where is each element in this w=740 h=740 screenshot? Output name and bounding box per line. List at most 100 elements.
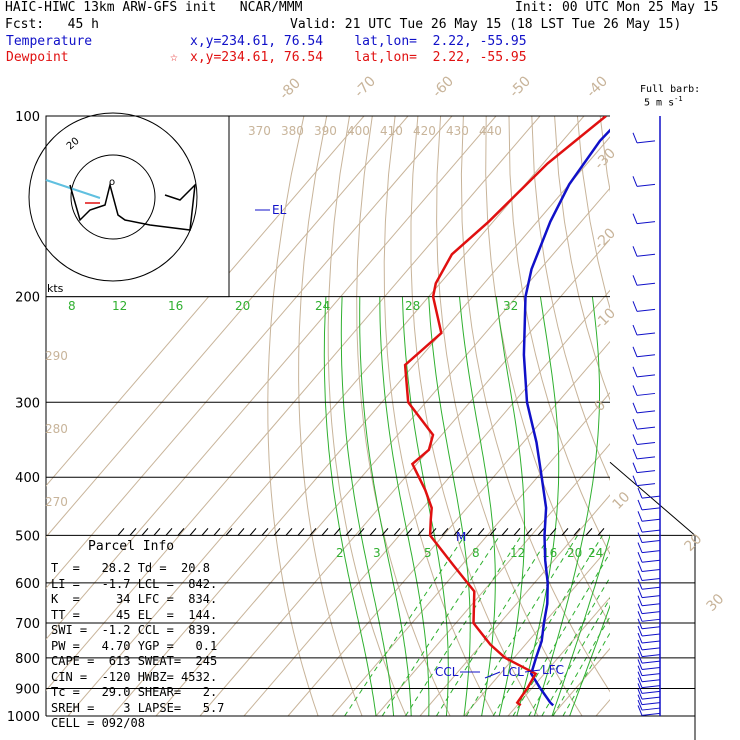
- dry-adiabat-line: [436, 116, 583, 716]
- wind-barb-flag: [637, 625, 643, 637]
- wind-barb: [636, 426, 656, 430]
- wind-barbs: [632, 116, 661, 716]
- mixing-ratio-label: 5: [424, 546, 432, 560]
- isotherm-line: [46, 116, 365, 487]
- parcel-info-row: K = 34 LFC = 834.: [51, 592, 218, 606]
- pressure-label: 900: [15, 683, 40, 698]
- theta-label: 390: [314, 124, 337, 138]
- wind-barb-flag: [637, 561, 643, 572]
- wind-barb-flag: [632, 475, 638, 486]
- mixing-ratio-label: 20: [567, 546, 582, 560]
- dewpoint-location: x,y=234.61, 76.54 lat,lon= 2.22, -55.95: [190, 50, 527, 65]
- hatch-mark: [549, 528, 557, 536]
- wind-barb-flag: [637, 639, 643, 651]
- isotherm-line: [507, 596, 610, 716]
- hodograph-trace-cyan: [45, 179, 101, 199]
- theta-label: 370: [248, 124, 271, 138]
- annotation-lfc: LFC: [542, 663, 564, 677]
- dry-adiabat-line: [508, 116, 610, 556]
- wind-barb-flag: [637, 603, 643, 614]
- dry-adiabat-line: [356, 116, 451, 716]
- hatch-mark: [585, 528, 593, 536]
- parcel-info-row: CAPE = 613 SWEAT= 245: [51, 654, 218, 668]
- dry-adiabat-line: [599, 116, 610, 193]
- parcel-info-row: Tc = 29.0 SHEAR= 2.: [51, 685, 218, 699]
- wind-barb: [636, 392, 656, 396]
- dry-adiabat-line: [298, 116, 363, 716]
- wind-barb-flag: [632, 132, 638, 144]
- mixing-ratio-label: 12: [112, 299, 127, 313]
- wind-barb-flag: [637, 683, 643, 694]
- header-model: HAIC-HIWC 13km ARW-GFS init NCAR/MMM: [5, 0, 303, 15]
- wind-barb: [636, 456, 656, 460]
- hatch-mark: [165, 528, 173, 536]
- hodograph-trace: [69, 182, 196, 231]
- wind-barb: [636, 282, 656, 286]
- isotherm-label: 0: [592, 397, 610, 415]
- hatch-mark: [153, 528, 161, 536]
- header-init: Init: 00 UTC Mon 25 May 15: [515, 0, 719, 15]
- dry-adiabat-line: [460, 116, 610, 693]
- header-fcst: Fcst: 45 h: [5, 17, 99, 32]
- annotations: EL M CCL LCL LFC: [255, 203, 564, 679]
- wind-barb: [641, 640, 661, 644]
- hatch-mark: [597, 528, 605, 536]
- mixing-ratio-line: [405, 535, 522, 716]
- barb-key-title: Full barb:: [640, 84, 701, 95]
- theta-label-left: 270: [45, 495, 68, 509]
- parcel-info-row: CIN = -120 HWBZ= 4532.: [51, 669, 218, 684]
- mixing-ratio-label: 20: [235, 299, 250, 313]
- dry-adiabat-line: [554, 116, 610, 402]
- isotherm-line: [155, 187, 610, 716]
- dewpoint-profile: [403, 116, 607, 707]
- moist-adiabat-line: [323, 296, 377, 716]
- isotherm-line: [640, 116, 740, 716]
- wind-barb-flag: [632, 385, 638, 396]
- wind-barb-flag: [637, 699, 643, 711]
- wind-barb-flag: [637, 618, 643, 629]
- theta-label: 400: [347, 124, 370, 138]
- hodograph-ring-inner: [70, 154, 156, 240]
- moist-adiabat-line: [379, 296, 430, 716]
- mixing-ratio-lines: [344, 535, 610, 716]
- moist-adiabat-line: [569, 604, 610, 716]
- annotation-ccl: CCL: [435, 665, 459, 679]
- dry-adiabats: [267, 116, 610, 716]
- hatch-mark: [357, 528, 365, 536]
- moist-adiabat-line: [428, 296, 471, 716]
- annotation-lcl: LCL: [502, 665, 524, 679]
- mixing-ratio-line: [344, 535, 466, 716]
- wind-barb: [636, 183, 656, 187]
- hatch-mark: [501, 528, 509, 536]
- wind-barb: [641, 586, 661, 590]
- wind-barb-flag: [632, 301, 638, 312]
- hatch-mark: [369, 528, 377, 536]
- wind-barb-flag: [637, 552, 643, 563]
- hatch-mark: [225, 528, 233, 536]
- mixing-ratio-label: 3: [373, 546, 381, 560]
- wind-barb: [641, 712, 661, 716]
- wind-barb: [641, 673, 661, 677]
- theta-label-left: 290: [45, 349, 68, 363]
- wind-barb: [636, 332, 656, 336]
- parcel-info-row: SWI = -1.2 CCL = 839.: [51, 623, 218, 637]
- hatch-mark: [213, 528, 221, 536]
- wind-barb-flag: [637, 542, 643, 553]
- hatch-mark: [537, 528, 545, 536]
- wind-barb-flag: [632, 402, 638, 414]
- mixing-ratio-line: [492, 535, 603, 716]
- temperature-profile: [522, 128, 610, 707]
- isotherm-label: -60: [430, 73, 457, 100]
- parcel-info-row: TT = 45 EL = 144.: [51, 607, 218, 622]
- wind-barb-flag: [637, 665, 643, 676]
- hatch-mark: [201, 528, 209, 536]
- theta-label-left: 280: [45, 422, 68, 436]
- parcel-info-row: PW = 4.70 YGP = 0.1: [51, 638, 218, 653]
- isotherm-line: [419, 494, 610, 716]
- hatch-mark: [573, 528, 581, 536]
- theta-label: 440: [479, 124, 502, 138]
- hatch-mark: [453, 528, 461, 536]
- isotherm-line: [46, 116, 453, 589]
